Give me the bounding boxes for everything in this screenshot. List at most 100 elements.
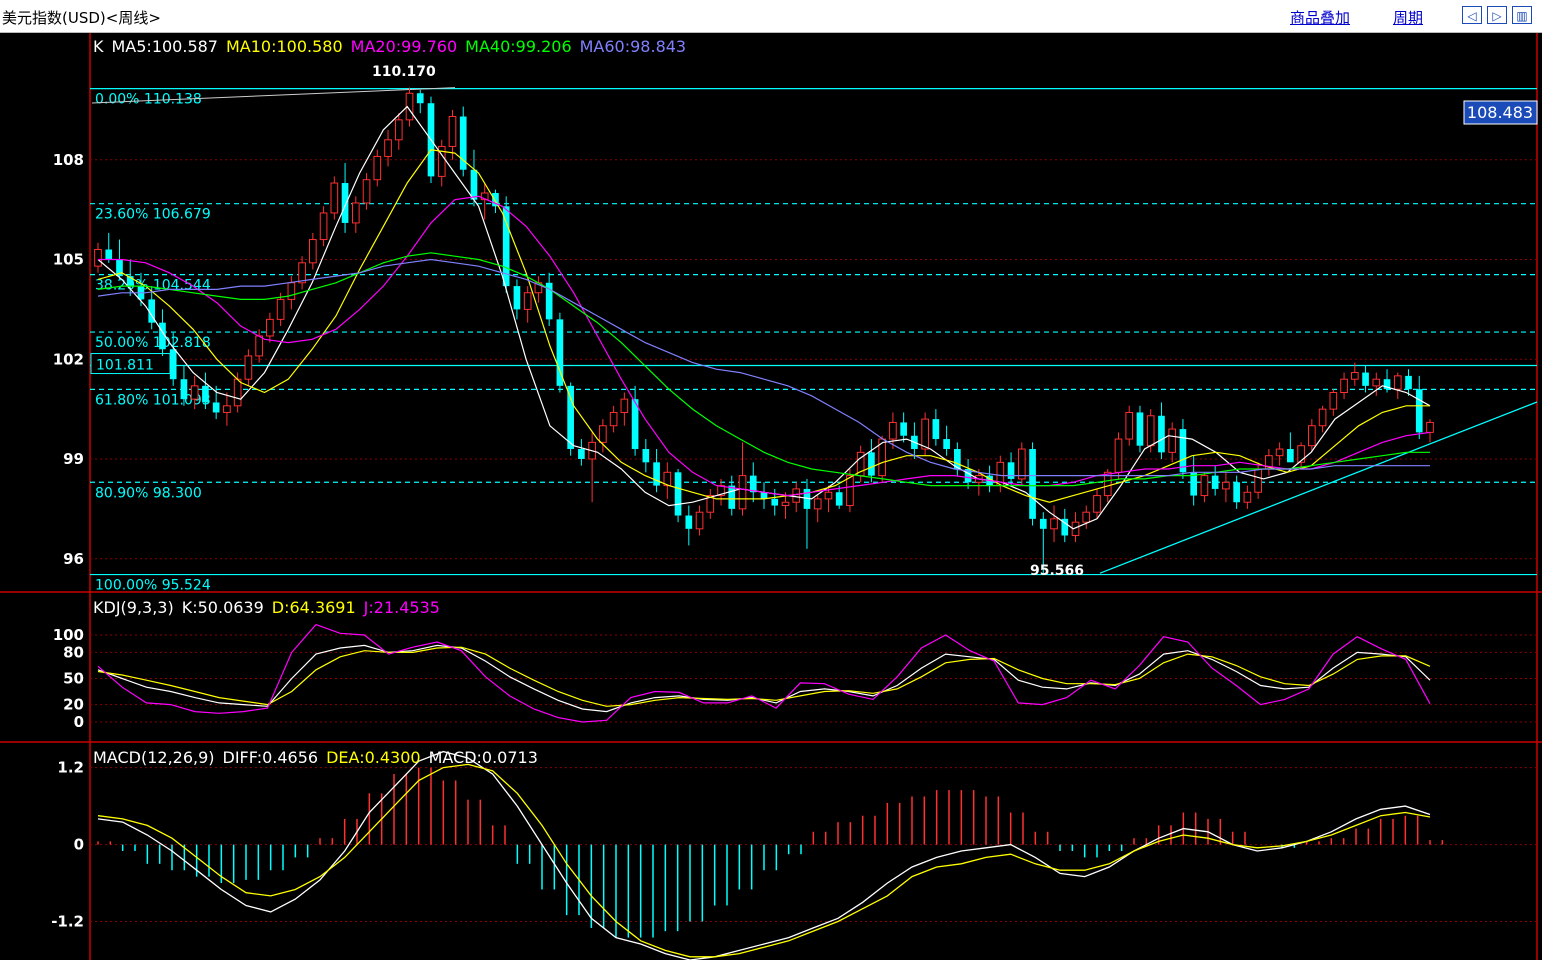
candle-body [706, 495, 715, 513]
candle-body [319, 212, 328, 241]
candle-body [1039, 518, 1047, 529]
candle-body [1405, 375, 1412, 390]
candle-body [803, 488, 811, 509]
candle-body [1114, 438, 1123, 473]
period-link[interactable]: 周期 [1393, 9, 1424, 27]
candle-body [1329, 392, 1338, 410]
candle-body [781, 501, 790, 507]
candle-body [276, 298, 285, 320]
legends: K MA5:100.587 MA10:100.580 MA20:99.760 MA40:… [93, 37, 686, 767]
candle-body [771, 498, 779, 506]
candle-body [1211, 475, 1219, 489]
kdj-line-d [97, 646, 1431, 707]
candle-body [480, 192, 489, 201]
candle-body [341, 183, 349, 223]
candle-body [620, 398, 629, 413]
macd-line-dea [97, 763, 1431, 958]
ma-line-ma5 [97, 105, 1431, 530]
candle-body [1136, 412, 1144, 446]
overlay-commodity-link[interactable]: 商品叠加 [1290, 9, 1351, 27]
ma-line-ma10 [97, 149, 1430, 503]
legend-item: MA5:100.587 [112, 37, 218, 56]
ma-line-ma40 [97, 252, 1430, 487]
price-legend: K MA5:100.587 MA10:100.580 MA20:99.760 MA40:… [93, 37, 686, 56]
kdj-tick-label: 80 [63, 643, 84, 661]
candle-body [889, 421, 897, 440]
ma-line-ma60 [97, 258, 1430, 477]
candle-body [405, 92, 414, 121]
candle-body [1254, 468, 1262, 493]
candle-body [1190, 472, 1198, 496]
candle-body [126, 276, 134, 287]
candle-body [1007, 462, 1015, 479]
candle-body [631, 399, 639, 450]
candle-body [351, 202, 360, 224]
candle-body [266, 318, 274, 337]
candle-body [556, 319, 564, 386]
candle-body [685, 515, 693, 529]
candle-body [1082, 511, 1091, 523]
candle-body [309, 239, 317, 264]
candle-body [835, 492, 843, 506]
candle-body [373, 155, 382, 181]
candle-body [470, 169, 478, 200]
candle-body [1103, 471, 1112, 497]
candle-body [180, 379, 188, 400]
candlesticks [94, 87, 1434, 574]
candle-body [1308, 425, 1316, 447]
candle-body [1093, 495, 1101, 513]
candle-body [298, 262, 306, 284]
current-price-box [1463, 100, 1538, 125]
macd-tick-label: -1.2 [51, 913, 84, 931]
legend-item: J:21.4535 [363, 598, 440, 617]
price-tick-label: 108 [53, 151, 84, 169]
moving-averages [97, 105, 1431, 530]
legend-item: MACD:0.0713 [429, 748, 538, 767]
fib-label: 0.00% 110.138 [95, 92, 202, 108]
scroll-left-button[interactable]: ◁ [1462, 6, 1482, 24]
fib-label: 23.60% 106.679 [95, 207, 211, 223]
kdj-tick-label: 100 [53, 626, 84, 644]
legend-item: KDJ(9,3,3) [93, 598, 174, 617]
legend-item: DEA:0.4300 [326, 748, 420, 767]
kdj-line-j [97, 623, 1431, 723]
scroll-right-button[interactable]: ▷ [1487, 6, 1507, 24]
candle-body [1125, 411, 1134, 440]
candle-body [287, 282, 296, 300]
candle-body [212, 402, 220, 413]
candle-body [244, 355, 253, 380]
candle-body [223, 405, 231, 413]
candle-body [394, 119, 403, 141]
candle-body [1383, 379, 1391, 390]
candle-body [932, 419, 940, 440]
kdj-legend: KDJ(9,3,3) K:50.0639 D:64.3691 J:21.4535 [93, 598, 440, 617]
candle-body [599, 425, 607, 443]
app-title: 美元指数(USD)<周线> [2, 9, 161, 27]
candle-body [717, 485, 725, 497]
candle-body [663, 471, 672, 487]
candle-body [1350, 372, 1359, 380]
macd-legend: MACD(12,26,9) DIFF:0.4656 DEA:0.4300 MACD:0… [93, 748, 538, 767]
legend-item: D:64.3691 [272, 598, 356, 617]
candle-body [653, 462, 660, 486]
candle-body [846, 475, 854, 507]
candle-body [695, 511, 704, 530]
candle-body [1168, 428, 1177, 453]
current-price-tag: 108.483 [1467, 103, 1533, 122]
candle-body [900, 422, 907, 436]
candle-body [202, 385, 209, 403]
legend-item: MA60:98.843 [580, 37, 686, 56]
candle-body [362, 179, 371, 204]
candle-body [190, 385, 199, 400]
layout-button[interactable]: ▥ [1512, 6, 1532, 24]
candle-body [1233, 482, 1240, 503]
candle-body [513, 286, 521, 310]
candle-body [116, 259, 123, 277]
fib-label: 50.00% 102.818 [95, 335, 211, 351]
candle-body [169, 349, 177, 380]
candle-body [567, 385, 574, 450]
candle-body [1050, 518, 1058, 530]
candle-body [1275, 448, 1284, 457]
candle-body [159, 322, 166, 350]
